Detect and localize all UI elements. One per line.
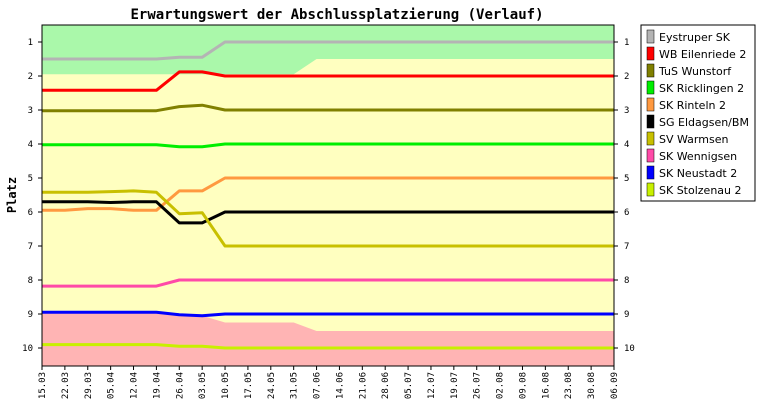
series-line-sv-warmsen <box>42 189 614 248</box>
x-tick-label: 10.05 <box>221 372 231 399</box>
legend-label: SK Neustadt 2 <box>659 167 737 180</box>
y-tick-label-left: 10 <box>22 344 33 354</box>
x-tick-label: 06.09 <box>610 372 620 399</box>
y-tick-label-left: 8 <box>28 276 33 286</box>
legend-swatch <box>646 80 655 95</box>
y-ticks-left: 1 2 3 4 5 6 7 8 9 10 <box>22 38 42 354</box>
x-tick-label: 14.06 <box>335 372 345 399</box>
y-ticks-right: 1 2 3 4 5 6 7 8 9 10 <box>614 38 635 354</box>
x-tick-label: 09.08 <box>518 372 528 399</box>
x-tick-label: 07.06 <box>313 372 323 399</box>
plot-background <box>42 25 614 366</box>
legend-swatch <box>646 97 655 112</box>
series-line-sk-ricklingen-2 <box>42 142 614 149</box>
series-line-tus-wunstorf <box>42 103 614 113</box>
legend: Eystruper SK WB Eilenriede 2 TuS Wunstorf S… <box>640 24 756 202</box>
zone-promotion <box>42 25 614 75</box>
y-tick-label-right: 6 <box>624 208 629 218</box>
x-tick-label: 23.08 <box>564 372 574 399</box>
x-tick-label: 05.07 <box>404 372 414 399</box>
y-tick-label-left: 1 <box>28 38 33 48</box>
y-tick-label-left: 6 <box>28 208 33 218</box>
x-tick-label: 26.04 <box>175 372 185 399</box>
x-tick-label: 05.04 <box>107 372 117 399</box>
series-line-sk-neustadt-2 <box>42 310 614 318</box>
y-tick-label-right: 4 <box>624 140 629 150</box>
x-tick-label: 19.07 <box>450 372 460 399</box>
x-tick-label: 02.08 <box>496 372 506 399</box>
y-tick-label-left: 5 <box>28 174 33 184</box>
series-lines <box>42 40 614 350</box>
y-tick-label-left: 7 <box>28 242 33 252</box>
y-tick-label-right: 1 <box>624 38 629 48</box>
series-line-sk-stolzenau-2 <box>42 343 614 350</box>
legend-label: SK Rinteln 2 <box>659 99 726 112</box>
plot-frame <box>41 24 615 367</box>
series-line-sk-wennigsen <box>42 278 614 288</box>
legend-swatch <box>646 165 655 180</box>
legend-swatch <box>646 63 655 78</box>
legend-swatch <box>646 131 655 146</box>
y-tick-label-right: 8 <box>624 276 629 286</box>
legend-label: SK Ricklingen 2 <box>659 82 744 95</box>
x-tick-label: 12.07 <box>427 372 437 399</box>
y-tick-label-left: 3 <box>28 106 33 116</box>
series-line-sk-rinteln-2 <box>42 176 614 212</box>
legend-swatch <box>646 29 655 44</box>
x-tick-label: 21.06 <box>358 372 368 399</box>
legend-swatch <box>646 148 655 163</box>
legend-box <box>640 24 756 202</box>
zone-middle <box>42 25 614 366</box>
x-tick-label: 29.03 <box>84 372 94 399</box>
x-tick-label: 22.03 <box>61 372 71 399</box>
zone-relegation <box>42 312 614 366</box>
legend-label: SV Warmsen <box>659 133 728 146</box>
y-tick-label-right: 7 <box>624 242 629 252</box>
series-line-eystruper-sk <box>42 40 614 61</box>
y-tick-label-right: 5 <box>624 174 629 184</box>
x-tick-label: 15.03 <box>38 372 48 399</box>
x-tick-label: 19.04 <box>152 372 162 399</box>
x-tick-label: 03.05 <box>198 372 208 399</box>
x-tick-label: 16.08 <box>541 372 551 399</box>
x-ticks: 15.03 22.03 29.03 05.04 12.04 19.04 26.04 03.05… <box>38 366 620 399</box>
legend-swatch <box>646 114 655 129</box>
x-tick-label: 30.08 <box>587 372 597 399</box>
legend-label: SG Eldagsen/BM <box>659 116 749 129</box>
chart-title: Erwartungswert der Abschlussplatzierung … <box>130 7 543 23</box>
legend-label: SK Stolzenau 2 <box>659 184 742 197</box>
y-axis-label: Platz <box>5 177 19 213</box>
x-tick-label: 31.05 <box>290 372 300 399</box>
legend-swatch <box>646 46 655 61</box>
y-tick-label-right: 9 <box>624 310 629 320</box>
series-line-wb-eilenriede-2 <box>42 70 614 92</box>
x-tick-label: 28.06 <box>381 372 391 399</box>
x-tick-label: 24.05 <box>267 372 277 399</box>
y-tick-label-left: 2 <box>28 72 33 82</box>
legend-label: Eystruper SK <box>659 31 731 44</box>
y-tick-label-left: 4 <box>28 140 33 150</box>
legend-swatch <box>646 182 655 197</box>
legend-label: TuS Wunstorf <box>658 65 732 78</box>
x-tick-label: 17.05 <box>244 372 254 399</box>
y-tick-label-right: 10 <box>624 344 635 354</box>
series-line-sg-eldagsen-bm <box>42 200 614 225</box>
x-tick-label: 12.04 <box>130 372 140 399</box>
y-tick-label-left: 9 <box>28 310 33 320</box>
x-tick-label: 26.07 <box>473 372 483 399</box>
legend-label: SK Wennigsen <box>659 150 737 163</box>
y-tick-label-right: 2 <box>624 72 629 82</box>
legend-label: WB Eilenriede 2 <box>659 48 746 61</box>
y-tick-label-right: 3 <box>624 106 629 116</box>
